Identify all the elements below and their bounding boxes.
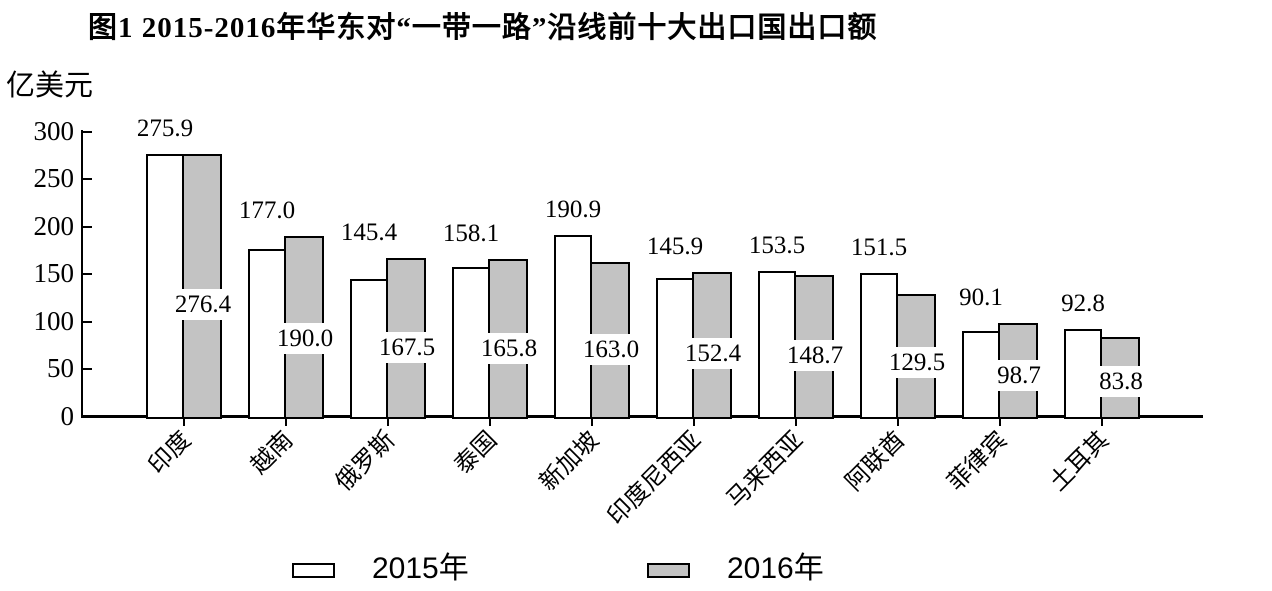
x-tick <box>591 417 593 426</box>
value-label-2015: 90.1 <box>959 284 1003 312</box>
value-label-2015: 153.5 <box>748 231 806 259</box>
value-label-2016-text: 167.5 <box>374 332 440 364</box>
y-tick <box>83 130 92 133</box>
x-tick <box>387 417 389 426</box>
value-label-2016: 165.8 <box>449 332 569 364</box>
value-label-2016-text: 148.7 <box>782 339 848 371</box>
y-tick <box>83 368 92 371</box>
x-tick <box>489 417 491 426</box>
value-label-2016: 129.5 <box>857 347 977 379</box>
y-tick <box>83 273 92 276</box>
y-tick-label: 250 <box>33 163 75 194</box>
value-label-2015: 190.9 <box>544 196 602 224</box>
value-label-2016: 167.5 <box>347 332 467 364</box>
x-tick <box>795 417 797 426</box>
value-label-2015: 151.5 <box>850 233 908 261</box>
bar-2015 <box>860 272 898 419</box>
y-tick-label: 0 <box>60 401 75 431</box>
y-tick <box>83 225 92 228</box>
y-tick <box>83 320 92 323</box>
legend-label-2015: 2015年 <box>372 552 469 585</box>
legend-item-2016: 2016年 <box>647 552 867 586</box>
y-tick-label: 150 <box>33 258 75 289</box>
bar-2015 <box>554 235 592 419</box>
chart-title: 图1 2015-2016年华东对“一带一路”沿线前十大出口国出口额 <box>88 12 878 44</box>
value-label-2015: 177.0 <box>238 197 296 225</box>
y-tick-label: 100 <box>33 305 75 336</box>
value-label-2016-text: 165.8 <box>476 332 542 364</box>
x-tick <box>1101 417 1103 426</box>
value-label-2016: 148.7 <box>755 339 875 371</box>
legend-swatch-2015 <box>292 563 335 578</box>
y-tick-label: 200 <box>33 210 75 241</box>
y-tick <box>83 178 92 181</box>
value-label-2015: 158.1 <box>442 220 500 248</box>
legend-item-2015: 2015年 <box>292 552 512 586</box>
value-label-2016-text: 276.4 <box>170 288 236 320</box>
y-tick-label: 50 <box>47 353 74 384</box>
value-label-2016-text: 98.7 <box>993 359 1045 391</box>
legend-swatch-2016 <box>647 563 690 578</box>
value-label-2016: 276.4 <box>143 288 263 320</box>
bar-2016 <box>182 153 222 419</box>
x-tick <box>183 417 185 426</box>
x-tick <box>999 417 1001 426</box>
value-label-2016: 190.0 <box>245 323 365 355</box>
value-label-2016: 163.0 <box>551 333 671 365</box>
value-label-2016: 83.8 <box>1061 365 1181 397</box>
value-label-2016-text: 83.8 <box>1095 365 1147 397</box>
value-label-2015: 92.8 <box>1061 289 1105 317</box>
value-label-2016-text: 190.0 <box>272 323 338 355</box>
x-tick <box>897 417 899 426</box>
legend-label-2016: 2016年 <box>727 552 824 585</box>
x-tick <box>285 417 287 426</box>
value-label-2015: 145.4 <box>340 218 398 246</box>
y-tick-label: 300 <box>33 115 75 146</box>
value-label-2016: 98.7 <box>959 359 1079 391</box>
value-label-2015: 145.9 <box>646 232 704 260</box>
value-label-2016: 152.4 <box>653 338 773 370</box>
x-tick <box>693 417 695 426</box>
x-axis <box>81 415 1203 418</box>
value-label-2016-text: 152.4 <box>680 338 746 370</box>
value-label-2016-text: 163.0 <box>578 333 644 365</box>
bar-2015 <box>146 154 184 419</box>
value-label-2016-text: 129.5 <box>884 347 950 379</box>
legend: 2015年 2016年 <box>0 552 1272 586</box>
value-label-2015: 275.9 <box>136 114 194 142</box>
y-axis-unit-label: 亿美元 <box>6 70 94 102</box>
y-axis <box>81 129 83 417</box>
